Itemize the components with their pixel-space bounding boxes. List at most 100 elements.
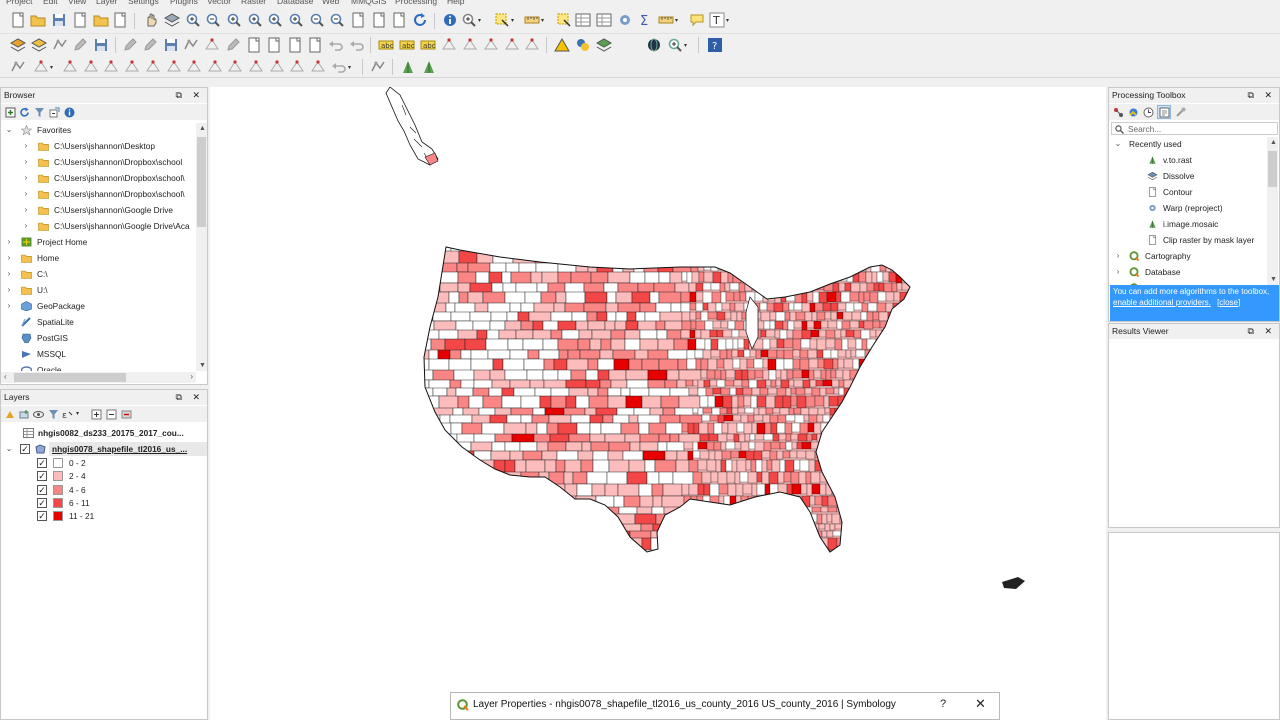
new-project-button[interactable] xyxy=(10,12,26,28)
us-county-choropleth-map[interactable] xyxy=(210,87,1106,720)
save-edits-button[interactable] xyxy=(163,37,179,53)
expand-arrow-icon[interactable]: › xyxy=(7,301,11,310)
zoom-out-button[interactable] xyxy=(205,12,221,28)
plugin-button[interactable] xyxy=(667,37,683,53)
legend-class-item[interactable]: ✓ 2 - 4 xyxy=(1,470,207,483)
legend-class-item[interactable]: ✓ 0 - 2 xyxy=(1,457,207,470)
expand-arrow-icon[interactable]: › xyxy=(24,173,28,182)
options-icon[interactable] xyxy=(1175,107,1186,118)
text-annotation-button[interactable]: T xyxy=(709,12,725,28)
undo-button[interactable] xyxy=(328,37,344,53)
filter-icon[interactable] xyxy=(34,107,45,118)
layer-visibility-checkbox[interactable]: ✓ xyxy=(20,444,30,454)
refresh-button[interactable] xyxy=(412,12,428,28)
dropdown-arrow-icon[interactable]: ▾ xyxy=(541,18,545,24)
legend-class-item[interactable]: ✓ 6 - 11 xyxy=(1,497,207,510)
show-layout-manager-button[interactable] xyxy=(93,12,109,28)
legend-class-checkbox[interactable]: ✓ xyxy=(37,484,47,495)
menu-vector[interactable]: Vector xyxy=(207,0,232,6)
dialog-help-button[interactable]: ? xyxy=(940,698,947,710)
filter-legend-icon[interactable] xyxy=(48,409,59,420)
deselect-features-button[interactable] xyxy=(556,12,572,28)
dropdown-arrow-icon[interactable]: ▾ xyxy=(684,43,688,49)
grass-plugin-button[interactable] xyxy=(400,59,416,75)
results-viewer-icon[interactable] xyxy=(1159,107,1170,118)
processing-toolbox-button[interactable] xyxy=(617,12,633,28)
new-spatialite-layer-button[interactable] xyxy=(72,37,88,53)
attribute-table-button[interactable] xyxy=(575,12,591,28)
toolbox-vertical-scrollbar[interactable]: ▲ ▼ xyxy=(1267,137,1278,285)
dropdown-arrow-icon[interactable]: ▾ xyxy=(348,65,352,71)
results-dock-buttons[interactable]: ⧉ ✕ xyxy=(1247,326,1276,336)
delete-part-button[interactable] xyxy=(207,59,223,75)
toolbox-algorithm-item[interactable]: i.image.mosaic xyxy=(1109,216,1267,232)
zoom-next-button[interactable] xyxy=(350,12,366,28)
browser-item[interactable]: Oracle xyxy=(1,362,196,371)
filter-dropdown-icon[interactable]: ▾ xyxy=(76,411,80,417)
new-memory-layer-button[interactable] xyxy=(93,37,109,53)
layers-dock-buttons[interactable]: ⧉ ✕ xyxy=(175,392,204,402)
style-manager-icon[interactable] xyxy=(5,409,16,420)
python-console-button[interactable] xyxy=(575,37,591,53)
open-project-button[interactable] xyxy=(30,12,46,28)
expand-arrow-icon[interactable]: › xyxy=(24,205,28,214)
browser-item[interactable]: PostGIS xyxy=(1,330,196,346)
dropdown-arrow-icon[interactable]: ▾ xyxy=(675,18,679,24)
toolbox-search-field[interactable]: Search... xyxy=(1111,122,1278,135)
expand-all-icon[interactable] xyxy=(91,409,102,420)
refresh-icon[interactable] xyxy=(19,107,30,118)
show-hide-labels-button[interactable] xyxy=(483,37,499,53)
move-label-button[interactable] xyxy=(504,37,520,53)
paste-features-button[interactable] xyxy=(307,37,323,53)
menu-view[interactable]: View xyxy=(68,0,87,6)
delete-selected-button[interactable] xyxy=(246,37,262,53)
toolbox-group-item[interactable]: ›File tools xyxy=(1109,280,1267,285)
rotate-point-symbols-button[interactable] xyxy=(331,59,347,75)
browser-item[interactable]: › Project Home xyxy=(1,234,196,250)
reshape-features-button[interactable] xyxy=(227,59,243,75)
browser-item[interactable]: › C:\Users\jshannon\Dropbox\school xyxy=(1,154,196,170)
browser-item[interactable]: › Home xyxy=(1,250,196,266)
expand-arrow-icon[interactable]: › xyxy=(24,189,28,198)
offset-curve-button[interactable] xyxy=(248,59,264,75)
save-project-button[interactable] xyxy=(51,12,67,28)
copy-features-button[interactable] xyxy=(287,37,303,53)
dropdown-arrow-icon[interactable]: ▾ xyxy=(511,18,515,24)
style-manager-button[interactable] xyxy=(112,12,128,28)
toolbox-dock-buttons[interactable]: ⧉ ✕ xyxy=(1247,90,1276,100)
add-selected-icon[interactable] xyxy=(5,107,16,118)
add-part-button[interactable] xyxy=(145,59,161,75)
dropdown-arrow-icon[interactable]: ▾ xyxy=(50,65,54,71)
rotate-feature-button[interactable] xyxy=(83,59,99,75)
browser-dock-buttons[interactable]: ⧉ ✕ xyxy=(175,90,204,100)
browser-item[interactable]: SpatiaLite xyxy=(1,314,196,330)
new-print-layout-button[interactable] xyxy=(72,12,88,28)
help-contents-button[interactable]: ? xyxy=(707,37,723,53)
label-toolbar-button[interactable]: abc xyxy=(378,37,394,53)
pin-labels-button[interactable] xyxy=(462,37,478,53)
rotate-label-button[interactable] xyxy=(524,37,540,53)
browser-item[interactable]: MSSQL xyxy=(1,346,196,362)
zoom-last-button[interactable] xyxy=(329,12,345,28)
menu-settings[interactable]: Settings xyxy=(128,0,159,6)
layer-diagram-button[interactable]: abc xyxy=(420,37,436,53)
browser-item[interactable]: › U:\ xyxy=(1,282,196,298)
georeferencer-button[interactable] xyxy=(554,37,570,53)
statistical-summary-button[interactable]: Σ xyxy=(637,12,653,28)
highlight-pinned-label-button[interactable] xyxy=(441,37,457,53)
data-source-manager-button[interactable] xyxy=(10,37,26,53)
browser-item[interactable]: › C:\Users\jshannon\Dropbox\school\ xyxy=(1,186,196,202)
browser-item[interactable]: › GeoPackage xyxy=(1,298,196,314)
expand-arrow-icon[interactable]: › xyxy=(24,157,28,166)
split-features-button[interactable] xyxy=(269,59,285,75)
browser-item[interactable]: › C:\Users\jshannon\Desktop xyxy=(1,138,196,154)
menu-project[interactable]: Project xyxy=(6,0,33,6)
layer-labeling-button[interactable]: abc xyxy=(399,37,415,53)
dropdown-arrow-icon[interactable]: ▾ xyxy=(478,18,482,24)
toolbox-algorithm-item[interactable]: Dissolve xyxy=(1109,168,1267,184)
add-feature-button[interactable] xyxy=(183,37,199,53)
grass-tools-button[interactable] xyxy=(596,37,612,53)
expand-arrow-icon[interactable]: › xyxy=(1116,251,1120,260)
filter-expression-icon[interactable]: ε xyxy=(62,409,73,420)
expand-arrow-icon[interactable]: › xyxy=(7,237,11,246)
